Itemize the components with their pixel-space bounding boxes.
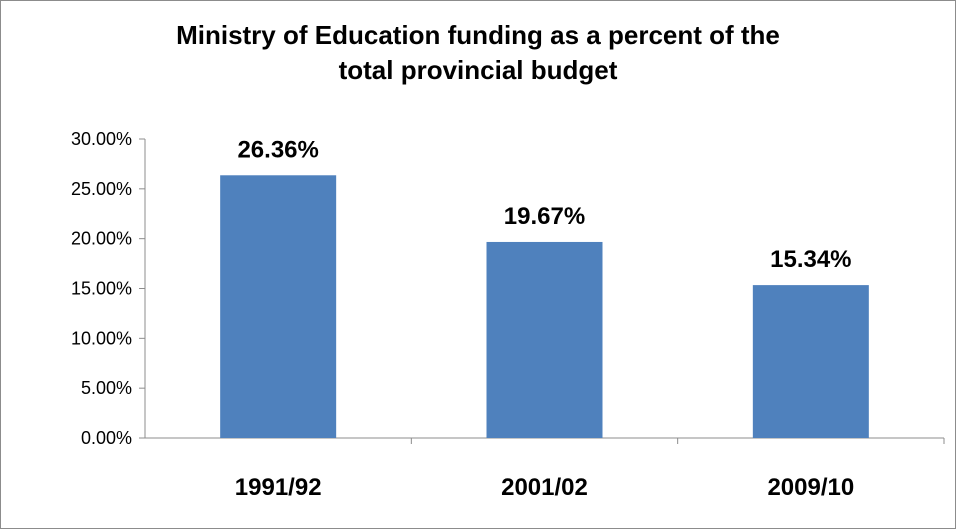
data-label: 19.67% [504,203,585,230]
chart-title-line-2: total provincial budget [338,55,618,85]
bar-1991-92 [220,175,337,438]
x-tick-label: 2009/10 [767,474,854,501]
data-labels: 26.36% 19.67% 15.34% [237,136,851,273]
bar-2009-10 [752,285,869,438]
y-tick-label: 15.00% [71,279,132,299]
y-tick-label: 25.00% [71,179,132,199]
x-tick-label: 2001/02 [501,474,588,501]
data-label: 15.34% [770,246,851,273]
data-label: 26.36% [237,136,318,163]
y-axis: 0.00% 5.00% 10.00% 15.00% 20.00% 25.00% 30.00% [71,129,146,448]
y-tick-label: 0.00% [81,428,132,448]
y-tick-label: 10.00% [71,328,132,348]
y-tick-label: 5.00% [81,378,132,398]
y-tick-label: 30.00% [71,129,132,149]
x-axis: 1991/92 2001/02 2009/10 [139,437,945,501]
bar-series [220,175,869,438]
x-tick-label: 1991/92 [235,474,322,501]
y-tick-label: 20.00% [71,229,132,249]
chart-title-line-1: Ministry of Education funding as a perce… [176,20,780,50]
bar-2001-02 [486,241,603,438]
